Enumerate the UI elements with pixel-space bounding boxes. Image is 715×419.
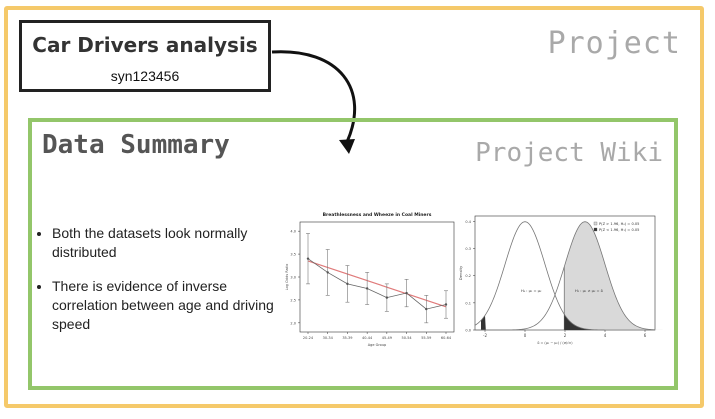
project-title: Car Drivers analysis: [32, 33, 258, 57]
y-tick-label: 0.4: [465, 220, 471, 224]
curve-label: H₀ : μ₁ = μ₂: [521, 289, 542, 293]
x-tick-label: 40-44: [362, 336, 373, 340]
x-tick-label: 55-59: [421, 336, 431, 340]
x-tick-label: 2: [564, 333, 567, 338]
y-tick-label: 2.0: [290, 321, 296, 325]
project-title-box[interactable]: Car Drivers analysis syn123456: [19, 20, 271, 92]
curve-label: H₁ : μ₁ ≠ μ₂ = δ: [575, 289, 603, 293]
y-tick-label: 0.1: [465, 301, 471, 305]
data-point: [444, 303, 448, 306]
data-point: [346, 282, 349, 286]
y-tick-label: 4.0: [290, 230, 296, 234]
summary-bullet: There is evidence of inverse correlation…: [52, 277, 292, 334]
density-curve: [475, 221, 656, 331]
shaded-region-h1: [564, 221, 663, 330]
x-tick-label: 45-49: [382, 336, 392, 340]
data-point: [306, 257, 310, 260]
legend-label: P(Z < 1.96, H₁) = 0.05: [599, 228, 639, 232]
plot-area: [299, 221, 455, 333]
project-frame: [4, 6, 704, 408]
y-axis-label: Density: [458, 265, 463, 280]
y-tick-label: 0.2: [465, 274, 471, 278]
wiki-frame: [28, 118, 678, 390]
data-point: [326, 271, 329, 274]
y-tick-label: 2.5: [290, 298, 296, 302]
y-tick-label: 3.5: [290, 253, 296, 257]
x-tick-label: 35-39: [342, 336, 352, 340]
tail-region-right: [564, 314, 605, 330]
summary-bullet: Both the datasets look normally distribu…: [52, 224, 292, 262]
project-wiki-label: Project Wiki: [475, 138, 663, 168]
density-curve: [474, 221, 655, 331]
fit-line: [307, 260, 447, 308]
y-tick-label: 0.0: [465, 329, 471, 333]
project-label: Project: [547, 26, 681, 61]
project-synapse-id: syn123456: [110, 68, 180, 84]
density-curves-chart: H₀ : μ₁ = μ₂ H₁ : μ₁ ≠ μ₂ = δ -2 0 2 4 6 0.0 0.1…: [458, 215, 663, 345]
x-axis-label: Age Group: [368, 343, 387, 347]
y-tick-label: 3.0: [290, 276, 296, 280]
data-point: [365, 287, 369, 290]
data-point: [405, 291, 408, 295]
x-tick-label: 30-34: [323, 336, 334, 340]
legend-swatch: [593, 227, 598, 232]
y-tick-label: 0.3: [465, 247, 471, 251]
series-line: [307, 258, 447, 310]
x-tick-label: 60-64: [441, 336, 452, 340]
x-tick-label: 6: [644, 333, 647, 338]
data-summary-heading: Data Summary: [42, 130, 230, 160]
x-tick-label: 20-24: [303, 336, 314, 340]
tail-region-left: [481, 315, 486, 330]
chart-title: Breathlessness and Wheeze in Coal Miners: [323, 212, 432, 218]
y-axis-label: Log Odds Ratio: [285, 264, 289, 290]
legend-label: P(Z > 1.96, H₀) = 0.05: [599, 222, 639, 226]
legend-swatch: [593, 221, 598, 226]
x-tick-label: 50-54: [401, 336, 412, 340]
data-point: [425, 307, 428, 311]
x-tick-label: -2: [483, 333, 487, 338]
formula-label: δ = (μ₁ − μ₂) / (σ/√n): [537, 341, 573, 345]
age-group-line-chart: Breathlessness and Wheeze in Coal Miners…: [285, 212, 455, 347]
x-tick-label: 0: [524, 333, 527, 338]
data-point: [385, 296, 389, 299]
summary-bullet-list: Both the datasets look normally distribu…: [36, 224, 292, 349]
x-tick-label: 4: [604, 333, 607, 338]
